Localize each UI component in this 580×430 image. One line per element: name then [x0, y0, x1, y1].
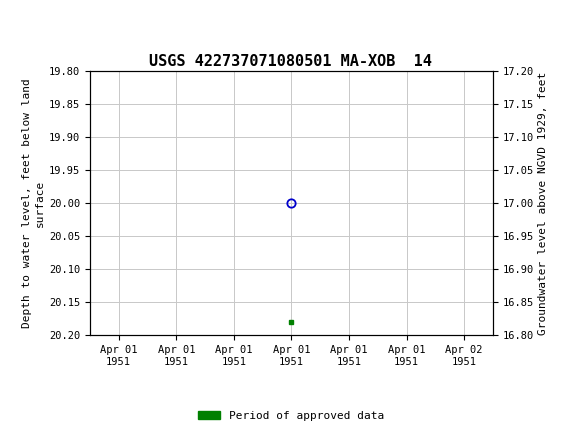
Text: USGS 422737071080501 MA-XOB  14: USGS 422737071080501 MA-XOB 14	[148, 54, 432, 69]
Text: ≈ USGS: ≈ USGS	[5, 15, 64, 30]
Y-axis label: Depth to water level, feet below land
surface: Depth to water level, feet below land su…	[21, 78, 45, 328]
Legend: Period of approved data: Period of approved data	[194, 406, 389, 425]
Y-axis label: Groundwater level above NGVD 1929, feet: Groundwater level above NGVD 1929, feet	[538, 71, 548, 335]
